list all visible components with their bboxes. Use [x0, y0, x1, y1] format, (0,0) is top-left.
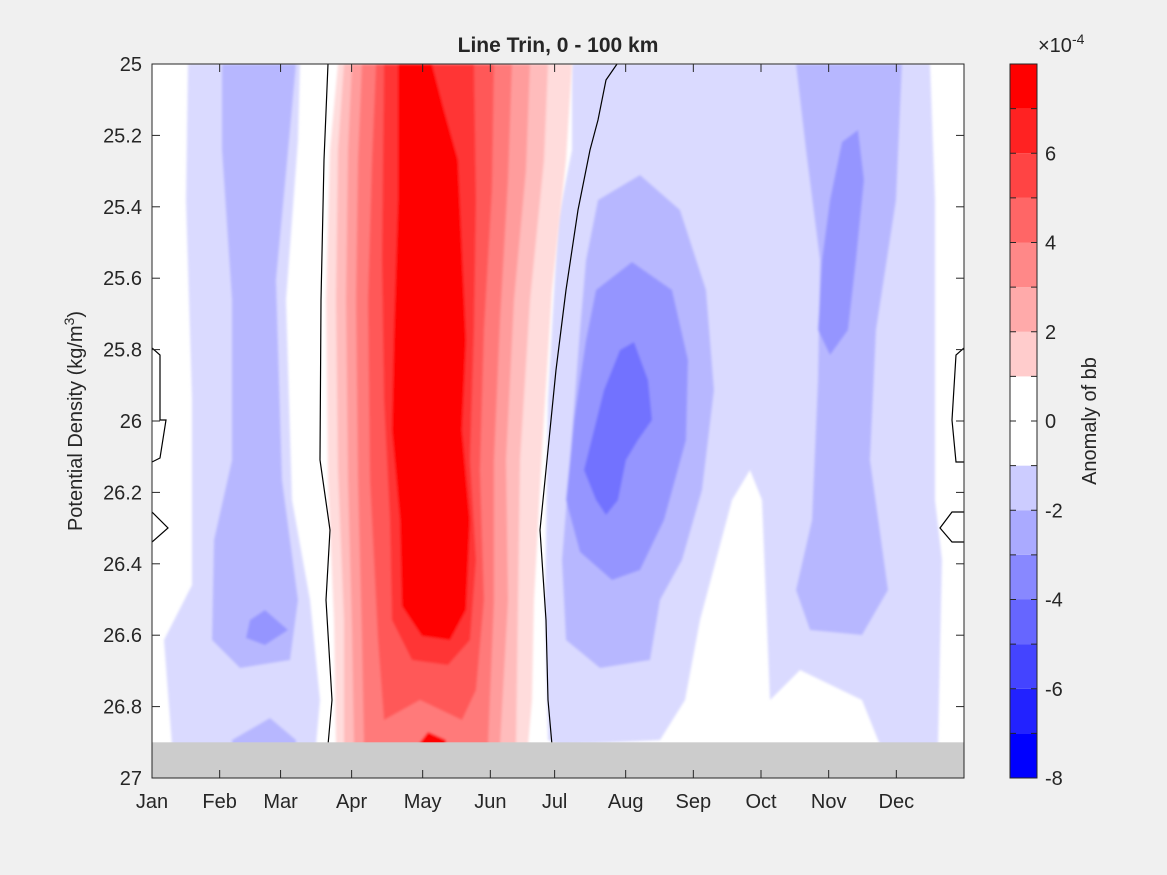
y-axis: 25 25.2 25.4 25.6 25.8 26 26.2 26.4 26.6 26.8 27 — [103, 54, 964, 790]
zero-contour-line — [939, 511, 964, 543]
y-tick-label: 26.2 — [103, 482, 142, 504]
colorbar-segment — [1010, 108, 1037, 154]
x-tick-label: May — [404, 791, 442, 813]
y-tick-label: 25.2 — [103, 125, 142, 147]
contour-level-pos7 — [392, 64, 470, 640]
y-tick-label: 25 — [120, 54, 142, 76]
y-tick-label: 27 — [120, 768, 142, 790]
zero-contour-line — [152, 511, 169, 543]
y-tick-label: 25.4 — [103, 197, 142, 219]
colorbar-segment — [1010, 688, 1037, 734]
colorbar-segment — [1010, 554, 1037, 600]
contour-level-pos7 — [418, 732, 446, 745]
colorbar-tick-label: 2 — [1045, 322, 1056, 344]
colorbar-tick-label: -8 — [1045, 768, 1063, 790]
x-tick-label: Mar — [263, 791, 298, 813]
x-tick-label: Dec — [879, 791, 915, 813]
contour-level-neg3 — [246, 610, 288, 645]
colorbar-segment — [1010, 510, 1037, 555]
x-tick-label: Feb — [202, 791, 236, 813]
y-axis-label-main: Potential Density (kg/m — [65, 325, 87, 531]
colorbar-segment — [1010, 644, 1037, 689]
y-axis-label: Potential Density (kg/m3) — [61, 311, 87, 531]
colorbar-segment — [1010, 153, 1037, 198]
x-tick-label: Nov — [811, 791, 847, 813]
colorbar-exponent: ×10-4 — [1038, 31, 1085, 57]
colorbar-tick-label: -2 — [1045, 500, 1063, 522]
colorbar-tick-label: 6 — [1045, 143, 1056, 165]
y-axis-label-end: ) — [65, 311, 87, 318]
colorbar-segment — [1010, 599, 1037, 645]
colorbar-segment — [1010, 197, 1037, 243]
contour-level-neg2 — [212, 64, 298, 668]
y-axis-label-superscript: 3 — [61, 317, 77, 325]
colorbar-segment — [1010, 242, 1037, 288]
colorbar-tick-label: 4 — [1045, 233, 1056, 255]
colorbar-segment — [1010, 421, 1037, 466]
colorbar-segment — [1010, 287, 1037, 332]
y-tick-label: 25.8 — [103, 340, 142, 362]
y-tick-label: 26.6 — [103, 625, 142, 647]
x-tick-label: Jun — [474, 791, 506, 813]
colorbar-exponent-base: ×10 — [1038, 35, 1072, 57]
y-tick-label: 26 — [120, 411, 142, 433]
x-tick-label: Jul — [542, 791, 568, 813]
x-tick-label: Sep — [676, 791, 712, 813]
colorbar-segment — [1010, 465, 1037, 511]
zero-contour-line — [539, 64, 618, 746]
contour-level-neg4 — [584, 342, 652, 515]
colorbar: -8 -6 -4 -2 0 2 4 6 — [1009, 63, 1063, 790]
contour-level-neg2 — [796, 64, 902, 635]
no-data-band — [152, 742, 964, 778]
colorbar-segment — [1010, 331, 1037, 377]
colorbar-tick-label: 0 — [1045, 411, 1056, 433]
colorbar-tick-label: -4 — [1045, 590, 1063, 612]
positive-anomaly-contours — [326, 64, 572, 745]
colorbar-tick-label: -6 — [1045, 679, 1063, 701]
plot-area — [152, 64, 964, 778]
x-tick-label: Jan — [136, 791, 168, 813]
chart-title: Line Trin, 0 - 100 km — [458, 34, 659, 57]
zero-contour-line — [319, 64, 333, 746]
zero-contour-lines — [152, 64, 964, 746]
x-tick-label: Oct — [745, 791, 777, 813]
contour-level-neg3 — [818, 130, 864, 355]
colorbar-segment — [1010, 64, 1037, 109]
x-tick-label: Apr — [336, 791, 367, 813]
colorbar-label: Anomaly of bb — [1079, 357, 1101, 485]
colorbar-segment — [1010, 376, 1037, 421]
zero-contour-line — [951, 347, 964, 463]
colorbar-segment — [1010, 733, 1037, 778]
x-axis: Jan Feb Mar Apr May Jun Jul Aug Sep Oct Nov Dec — [136, 64, 914, 813]
y-tick-label: 26.8 — [103, 697, 142, 719]
y-tick-label: 25.6 — [103, 268, 142, 290]
y-tick-label: 26.4 — [103, 554, 142, 576]
zero-contour-line — [152, 347, 167, 463]
x-tick-label: Aug — [608, 791, 644, 813]
colorbar-exponent-power: -4 — [1072, 31, 1085, 47]
